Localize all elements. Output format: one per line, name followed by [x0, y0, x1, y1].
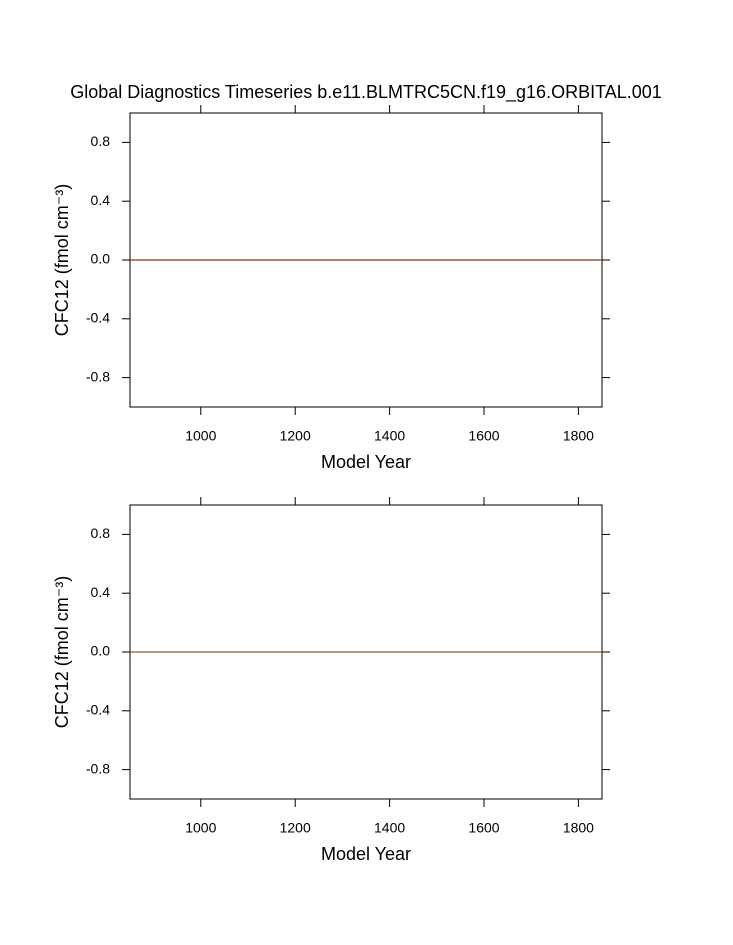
y-tick-label: 0.4	[91, 192, 111, 208]
x-tick-label: 1600	[468, 428, 499, 444]
y-tick-label: -0.4	[86, 310, 110, 326]
x-axis-label: Model Year	[321, 844, 411, 864]
x-axis-label: Model Year	[321, 452, 411, 472]
y-tick-label: 0.4	[91, 584, 111, 600]
y-axis-label: CFC12 (fmol cm⁻³)	[52, 576, 72, 729]
y-tick-label: 0.0	[91, 643, 111, 659]
x-tick-label: 1000	[185, 428, 216, 444]
x-tick-label: 1000	[185, 820, 216, 836]
x-tick-label: 1200	[280, 820, 311, 836]
x-tick-label: 1400	[374, 820, 405, 836]
y-tick-label: -0.4	[86, 702, 110, 718]
x-tick-label: 1200	[280, 428, 311, 444]
x-tick-label: 1800	[563, 820, 594, 836]
y-tick-label: 0.0	[91, 251, 111, 267]
y-axis-label: CFC12 (fmol cm⁻³)	[52, 184, 72, 337]
y-tick-label: 0.8	[91, 525, 111, 541]
chart-title: Global Diagnostics Timeseries b.e11.BLMT…	[70, 82, 662, 103]
x-tick-label: 1600	[468, 820, 499, 836]
x-tick-label: 1800	[563, 428, 594, 444]
x-tick-label: 1400	[374, 428, 405, 444]
y-tick-label: -0.8	[86, 368, 110, 384]
y-tick-label: 0.8	[91, 133, 111, 149]
y-tick-label: -0.8	[86, 760, 110, 776]
